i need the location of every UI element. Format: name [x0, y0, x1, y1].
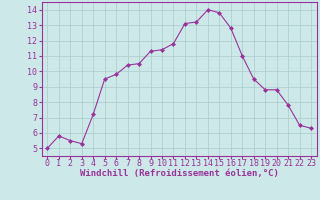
X-axis label: Windchill (Refroidissement éolien,°C): Windchill (Refroidissement éolien,°C): [80, 169, 279, 178]
